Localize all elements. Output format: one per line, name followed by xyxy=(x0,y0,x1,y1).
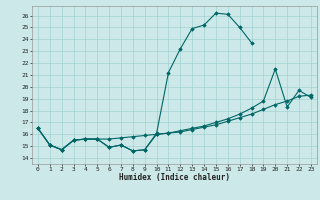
X-axis label: Humidex (Indice chaleur): Humidex (Indice chaleur) xyxy=(119,173,230,182)
